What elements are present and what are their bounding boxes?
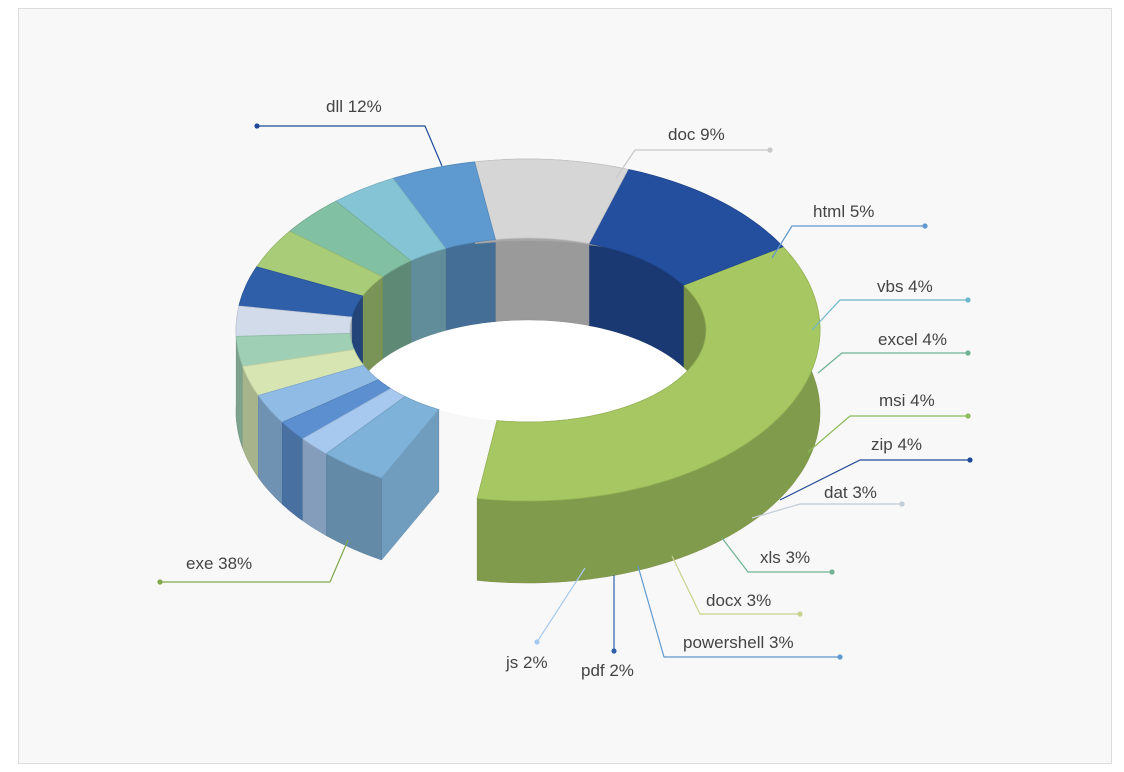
leader-line-excel bbox=[817, 352, 968, 374]
slice-label-powershell: powershell 3% bbox=[683, 633, 794, 652]
leader-dot-exe bbox=[157, 579, 163, 585]
leader-dot-doc bbox=[767, 147, 773, 153]
chart-layer bbox=[157, 123, 973, 660]
slice-label-msi: msi 4% bbox=[879, 391, 935, 410]
leader-line-xls bbox=[721, 537, 832, 573]
slice-label-excel: excel 4% bbox=[878, 330, 947, 349]
leader-dot-vbs bbox=[965, 297, 971, 303]
leader-dot-docx bbox=[797, 611, 803, 617]
slice-label-exe: exe 38% bbox=[186, 554, 252, 573]
slice-outer-wall-js bbox=[302, 438, 327, 537]
slice-inner-wall-doc bbox=[495, 237, 590, 326]
leader-line-js bbox=[536, 567, 586, 643]
leader-line-dll bbox=[257, 125, 443, 167]
slice-outer-wall-pdf bbox=[282, 421, 304, 522]
leader-dot-xls bbox=[829, 569, 835, 575]
slice-inner-wall-excel bbox=[382, 260, 412, 360]
slice-other bbox=[325, 396, 440, 479]
slice-label-docx: docx 3% bbox=[706, 591, 771, 610]
slice-label-js: js 2% bbox=[505, 653, 548, 672]
leader-line-docx bbox=[671, 555, 800, 615]
leader-dot-dat bbox=[899, 501, 905, 507]
leader-line-zip bbox=[779, 459, 970, 501]
leader-dot-excel bbox=[965, 350, 971, 356]
slice-inner-wall-html bbox=[445, 239, 496, 331]
leader-dot-html bbox=[922, 223, 928, 229]
leader-line-msi bbox=[807, 415, 968, 453]
leader-dot-pdf bbox=[611, 648, 617, 654]
slice-label-pdf: pdf 2% bbox=[581, 661, 634, 680]
slice-label-zip: zip 4% bbox=[871, 435, 922, 454]
slice-label-dat: dat 3% bbox=[824, 483, 877, 502]
leader-line-vbs bbox=[811, 299, 968, 331]
leader-dot-dll bbox=[254, 123, 260, 129]
leader-dot-js bbox=[534, 639, 540, 645]
leader-line-html bbox=[771, 225, 925, 259]
leader-line-doc bbox=[615, 149, 770, 179]
slice-label-html: html 5% bbox=[813, 202, 874, 221]
slice-label-vbs: vbs 4% bbox=[877, 277, 933, 296]
slice-label-doc: doc 9% bbox=[668, 125, 725, 144]
leader-line-exe bbox=[160, 539, 349, 583]
leader-line-powershell bbox=[637, 565, 840, 658]
leader-dot-msi bbox=[965, 413, 971, 419]
leader-dot-powershell bbox=[837, 654, 843, 660]
slice-inner-wall-vbs bbox=[410, 248, 446, 344]
leader-dot-zip bbox=[967, 457, 973, 463]
leader-line-dat bbox=[751, 503, 902, 519]
slice-label-xls: xls 3% bbox=[760, 548, 810, 567]
slice-label-dll: dll 12% bbox=[326, 97, 382, 116]
